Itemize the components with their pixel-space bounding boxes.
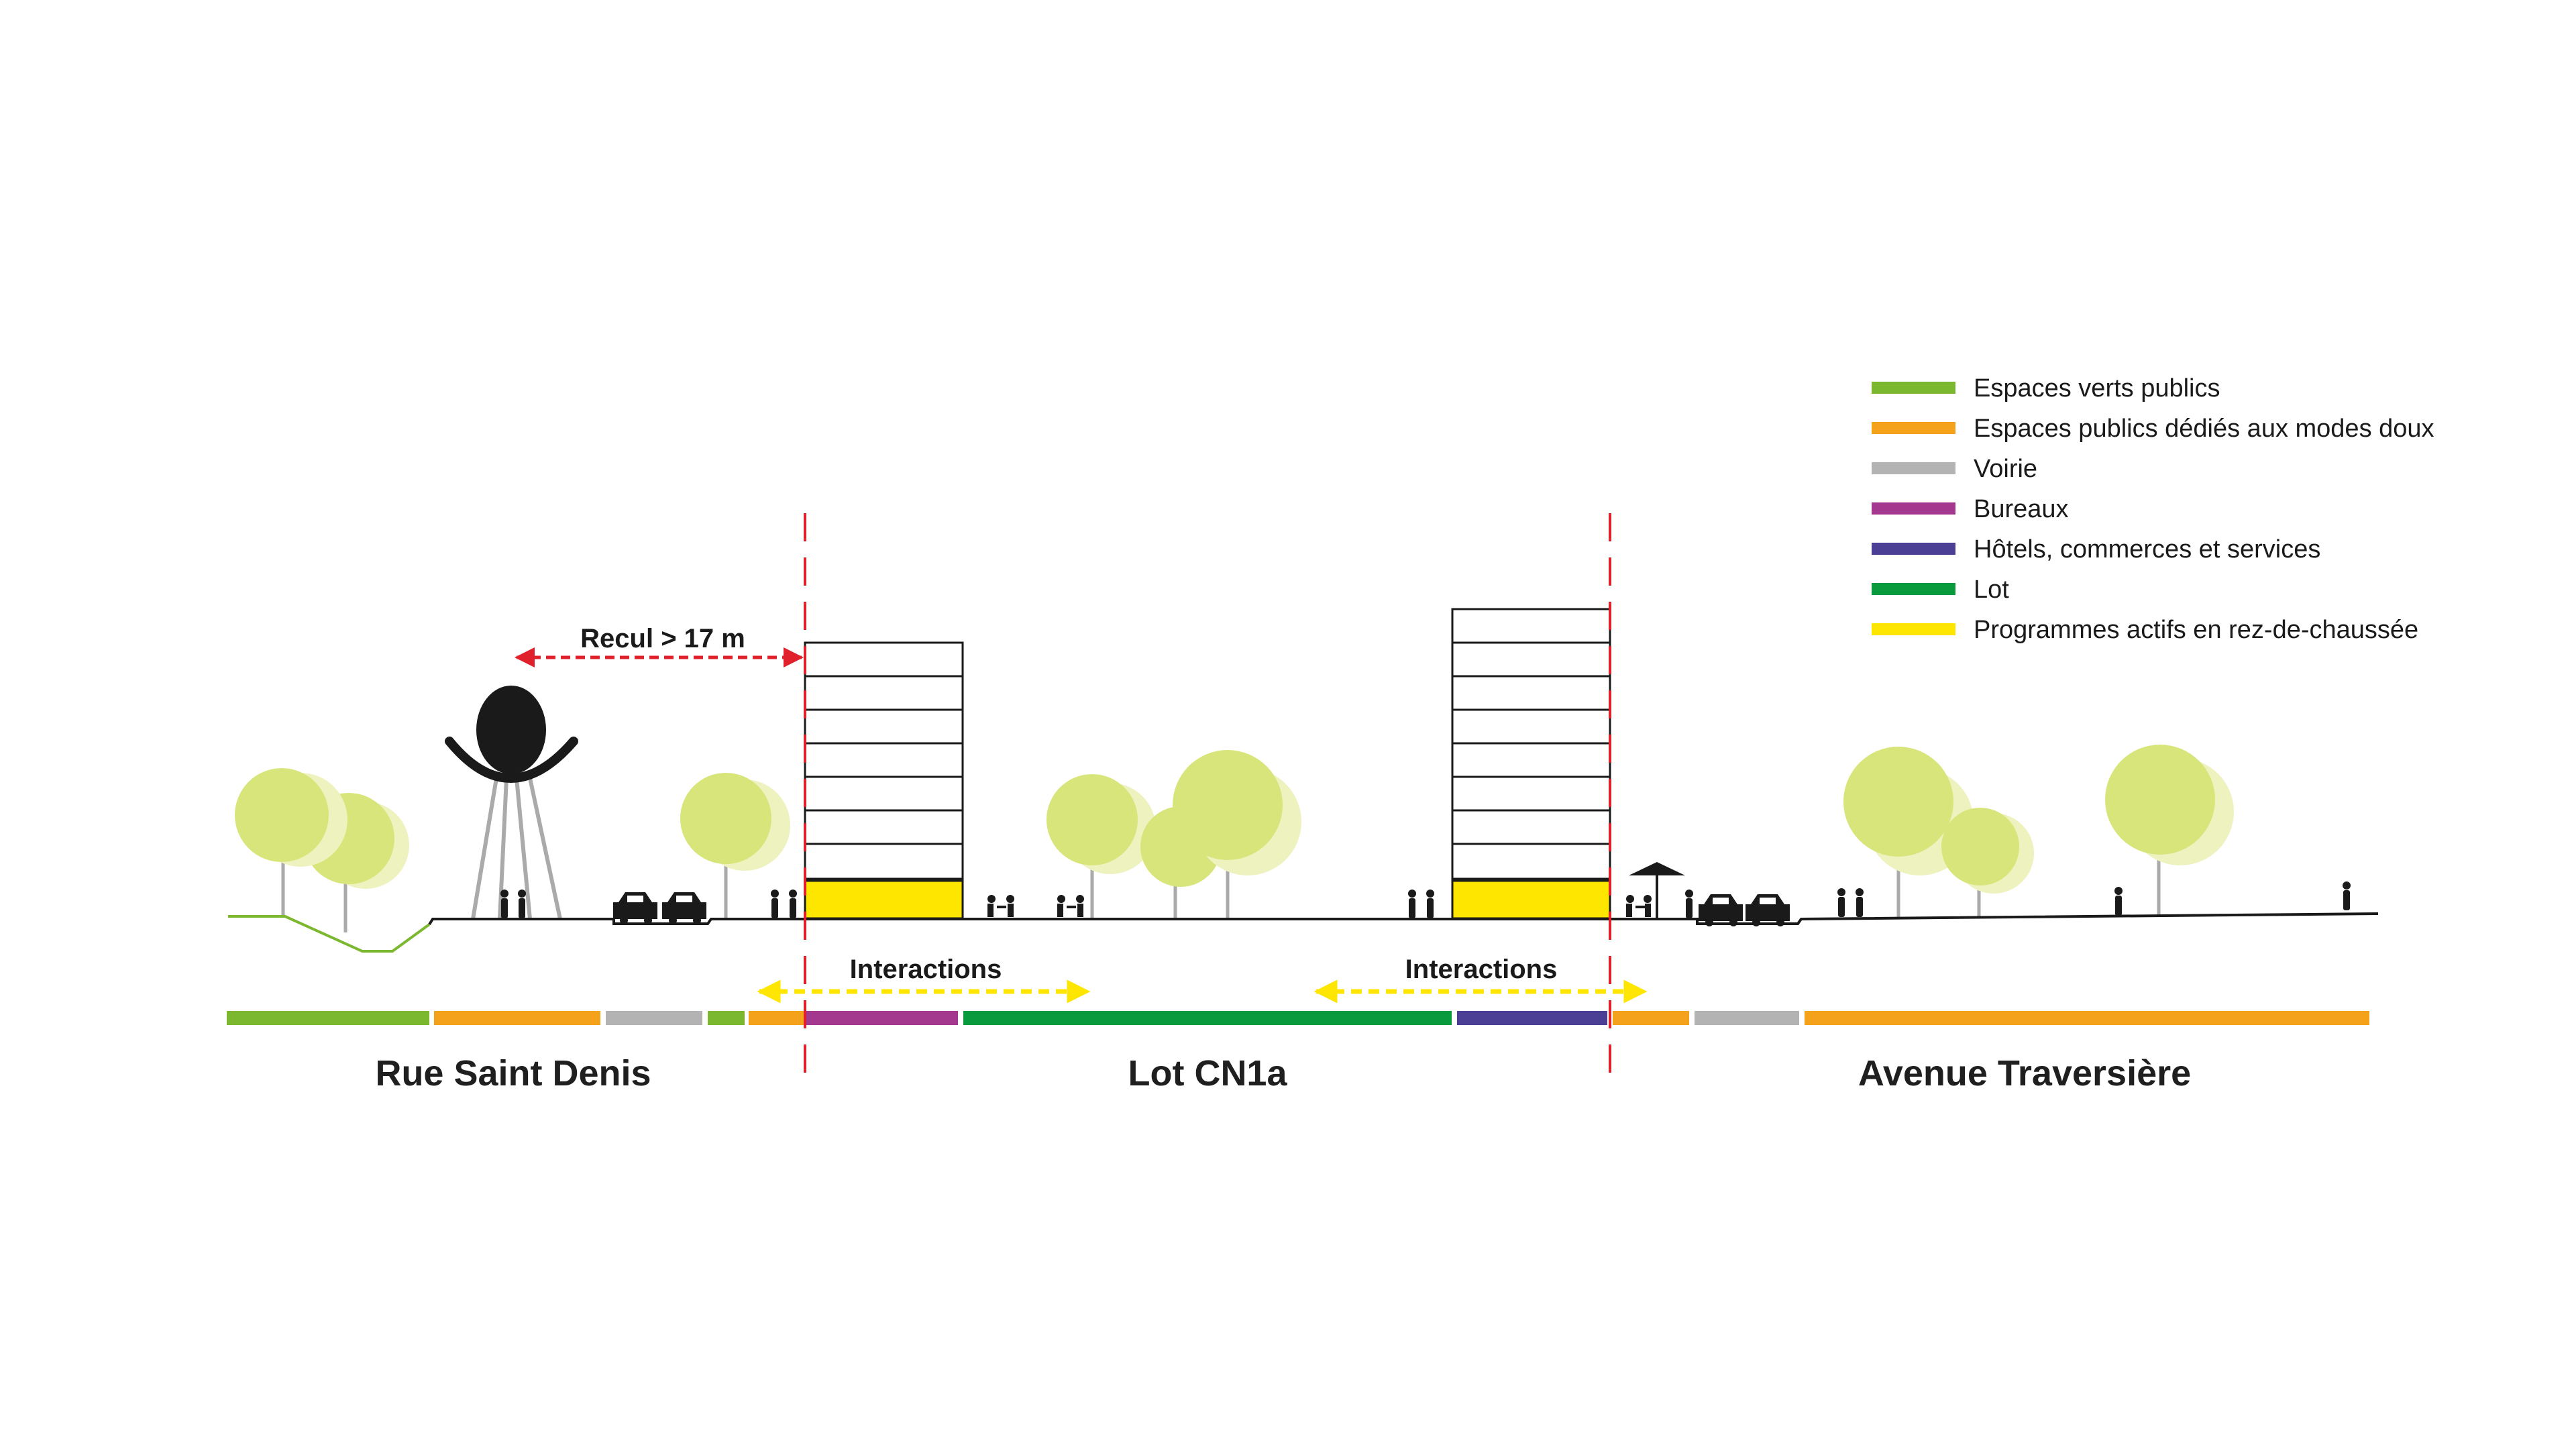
legend-item: Espaces verts publics xyxy=(1872,374,2220,402)
legend-swatch xyxy=(1872,583,1955,595)
terrace-seating xyxy=(987,895,1652,917)
section-title-center: Lot CN1a xyxy=(1128,1053,1287,1093)
section-titles: Rue Saint Denis Lot CN1a Avenue Traversi… xyxy=(375,1053,2191,1093)
trees xyxy=(235,745,2234,932)
legend-item: Bureaux xyxy=(1872,495,2069,523)
cafe-table-icon xyxy=(1626,895,1652,917)
bar-modes-doux xyxy=(434,1011,600,1025)
person-icon xyxy=(1837,888,1845,917)
bar-voirie xyxy=(1695,1011,1799,1025)
bar-voirie xyxy=(606,1011,702,1025)
bar-espaces-verts xyxy=(708,1011,745,1025)
section-title-left: Rue Saint Denis xyxy=(375,1053,651,1093)
sculpture-icon xyxy=(445,686,578,920)
person-icon xyxy=(1685,890,1693,918)
tree-icon xyxy=(1843,747,2034,919)
car-icon xyxy=(613,892,657,924)
bar-hotels-commerces xyxy=(1457,1011,1607,1025)
legend-swatch xyxy=(1872,382,1955,394)
tree-icon xyxy=(2105,745,2234,916)
interactions-right: Interactions xyxy=(1313,955,1648,1004)
setback-label: Recul > 17 m xyxy=(580,624,745,653)
bar-bureaux xyxy=(806,1011,958,1025)
legend-label: Hôtels, commerces et services xyxy=(1974,535,2320,564)
legend-label: Programmes actifs en rez-de-chaussée xyxy=(1974,616,2418,644)
bar-modes-doux xyxy=(749,1011,804,1025)
legend-label: Espaces publics dédiés aux modes doux xyxy=(1974,415,2434,443)
legend-label: Voirie xyxy=(1974,455,2037,483)
building-left xyxy=(804,641,964,920)
interactions-left: Interactions xyxy=(757,955,1091,1004)
legend-item: Hôtels, commerces et services xyxy=(1872,535,2320,564)
bar-modes-doux xyxy=(1805,1011,2369,1025)
car-icon xyxy=(662,892,706,924)
active-ground-floor xyxy=(1451,879,1611,920)
setback-annotation: Recul > 17 m xyxy=(515,624,804,667)
person-icon xyxy=(771,890,779,918)
bar-espaces-verts xyxy=(227,1011,429,1025)
person-icon xyxy=(789,890,797,918)
active-ground-floor xyxy=(804,879,964,920)
legend-swatch xyxy=(1872,543,1955,555)
legend-swatch xyxy=(1872,422,1955,434)
lot-limits xyxy=(804,513,1611,1087)
person-icon xyxy=(500,890,508,918)
legend-item: Programmes actifs en rez-de-chaussée xyxy=(1872,616,2418,644)
tree-icon xyxy=(235,768,409,932)
person-icon xyxy=(1426,890,1434,918)
person-icon xyxy=(2114,887,2123,916)
legend-swatch xyxy=(1872,462,1955,474)
cafe-table-icon xyxy=(1057,895,1084,917)
person-icon xyxy=(2343,881,2351,910)
parasol-icon xyxy=(1629,862,1685,919)
legend-item: Voirie xyxy=(1872,455,2037,483)
person-icon xyxy=(518,890,526,918)
bar-lot xyxy=(963,1011,1452,1025)
legend-label: Bureaux xyxy=(1974,495,2069,523)
building-right xyxy=(1451,608,1611,920)
legend-item: Lot xyxy=(1872,576,2009,604)
car-icon xyxy=(1699,894,1743,926)
person-icon xyxy=(1856,888,1864,917)
legend-label: Espaces verts publics xyxy=(1974,374,2220,402)
tree-icon xyxy=(680,773,790,919)
interactions-right-label: Interactions xyxy=(1405,955,1558,984)
legend-swatch xyxy=(1872,623,1955,635)
car-icon xyxy=(1746,894,1790,926)
ground-profile xyxy=(228,912,2379,953)
cafe-table-icon xyxy=(987,895,1014,917)
section-title-right: Avenue Traversière xyxy=(1858,1053,2191,1093)
legend: Espaces verts publics Espaces publics déd… xyxy=(1872,374,2434,644)
interactions-left-label: Interactions xyxy=(850,955,1002,984)
legend-label: Lot xyxy=(1974,576,2009,604)
legend-item: Espaces publics dédiés aux modes doux xyxy=(1872,415,2434,443)
bar-modes-doux xyxy=(1613,1011,1689,1025)
land-use-bar xyxy=(227,1011,2369,1025)
tree-icon xyxy=(1046,750,1301,920)
legend-swatch xyxy=(1872,502,1955,515)
person-icon xyxy=(1408,890,1416,918)
pedestrians xyxy=(500,881,2351,918)
